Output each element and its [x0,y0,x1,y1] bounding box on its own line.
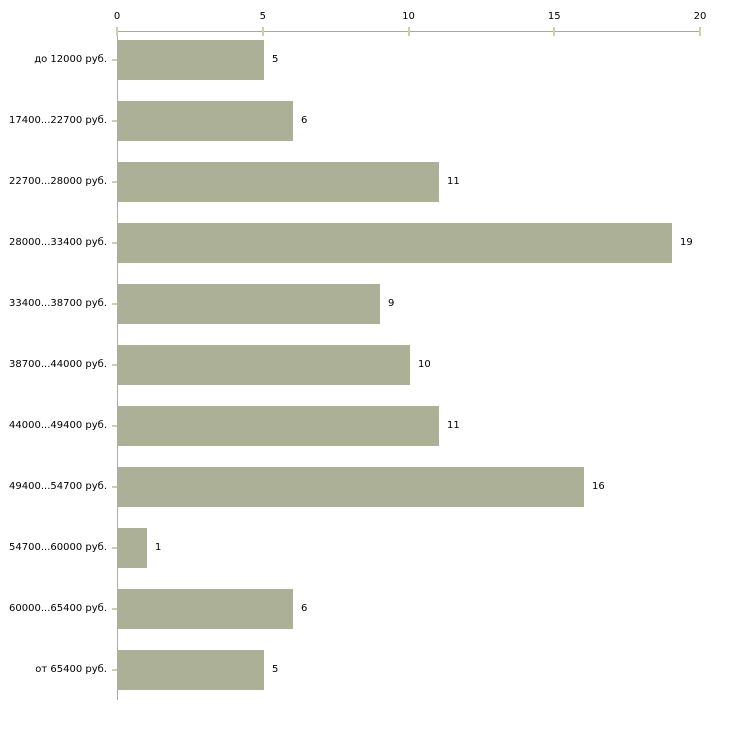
category-label: 28000...33400 руб. [9,237,107,248]
y-axis-line [117,31,118,700]
value-label: 5 [272,54,279,65]
category-label: 49400...54700 руб. [9,481,107,492]
value-label: 5 [272,664,279,675]
category-tick-mark [112,364,117,366]
x-tick-mark [261,27,264,36]
bar [118,650,264,690]
category-tick-mark [112,242,117,244]
category-tick-mark [112,669,117,671]
category-tick-mark [112,608,117,610]
value-label: 6 [301,115,308,126]
bar [118,345,410,385]
category-label: 44000...49400 руб. [9,420,107,431]
category-tick-mark [112,425,117,427]
bar [118,467,584,507]
x-tick-mark [116,27,118,36]
category-label: до 12000 руб. [34,54,107,65]
category-label: 60000...65400 руб. [9,603,107,614]
x-tick-label: 20 [693,11,707,22]
category-label: 33400...38700 руб. [9,298,107,309]
value-label: 10 [418,359,431,370]
category-tick-mark [112,181,117,183]
category-label: 38700...44000 руб. [9,359,107,370]
bar [118,528,147,568]
category-tick-mark [112,547,117,549]
category-tick-mark [112,120,117,122]
category-tick-mark [112,59,117,61]
bar [118,162,439,202]
bar [118,40,264,80]
x-tick-label: 0 [113,11,121,22]
bar [118,101,293,141]
x-tick-mark [699,27,701,36]
category-tick-mark [112,303,117,305]
value-label: 16 [592,481,605,492]
bar [118,284,380,324]
x-tick-label: 5 [259,11,266,22]
category-label: от 65400 руб. [35,664,107,675]
x-tick-mark [553,27,556,36]
category-label: 22700...28000 руб. [9,176,107,187]
bar [118,223,672,263]
x-tick-label: 15 [547,11,561,22]
category-label: 54700...60000 руб. [9,542,107,553]
bar [118,406,439,446]
category-label: 17400...22700 руб. [9,115,107,126]
x-tick-mark [407,27,410,36]
value-label: 11 [447,176,460,187]
value-label: 6 [301,603,308,614]
x-tick-label: 10 [402,11,415,22]
value-label: 9 [388,298,395,309]
category-tick-mark [112,486,117,488]
value-label: 19 [680,237,693,248]
value-label: 11 [447,420,460,431]
bar [118,589,293,629]
value-label: 1 [155,542,162,553]
